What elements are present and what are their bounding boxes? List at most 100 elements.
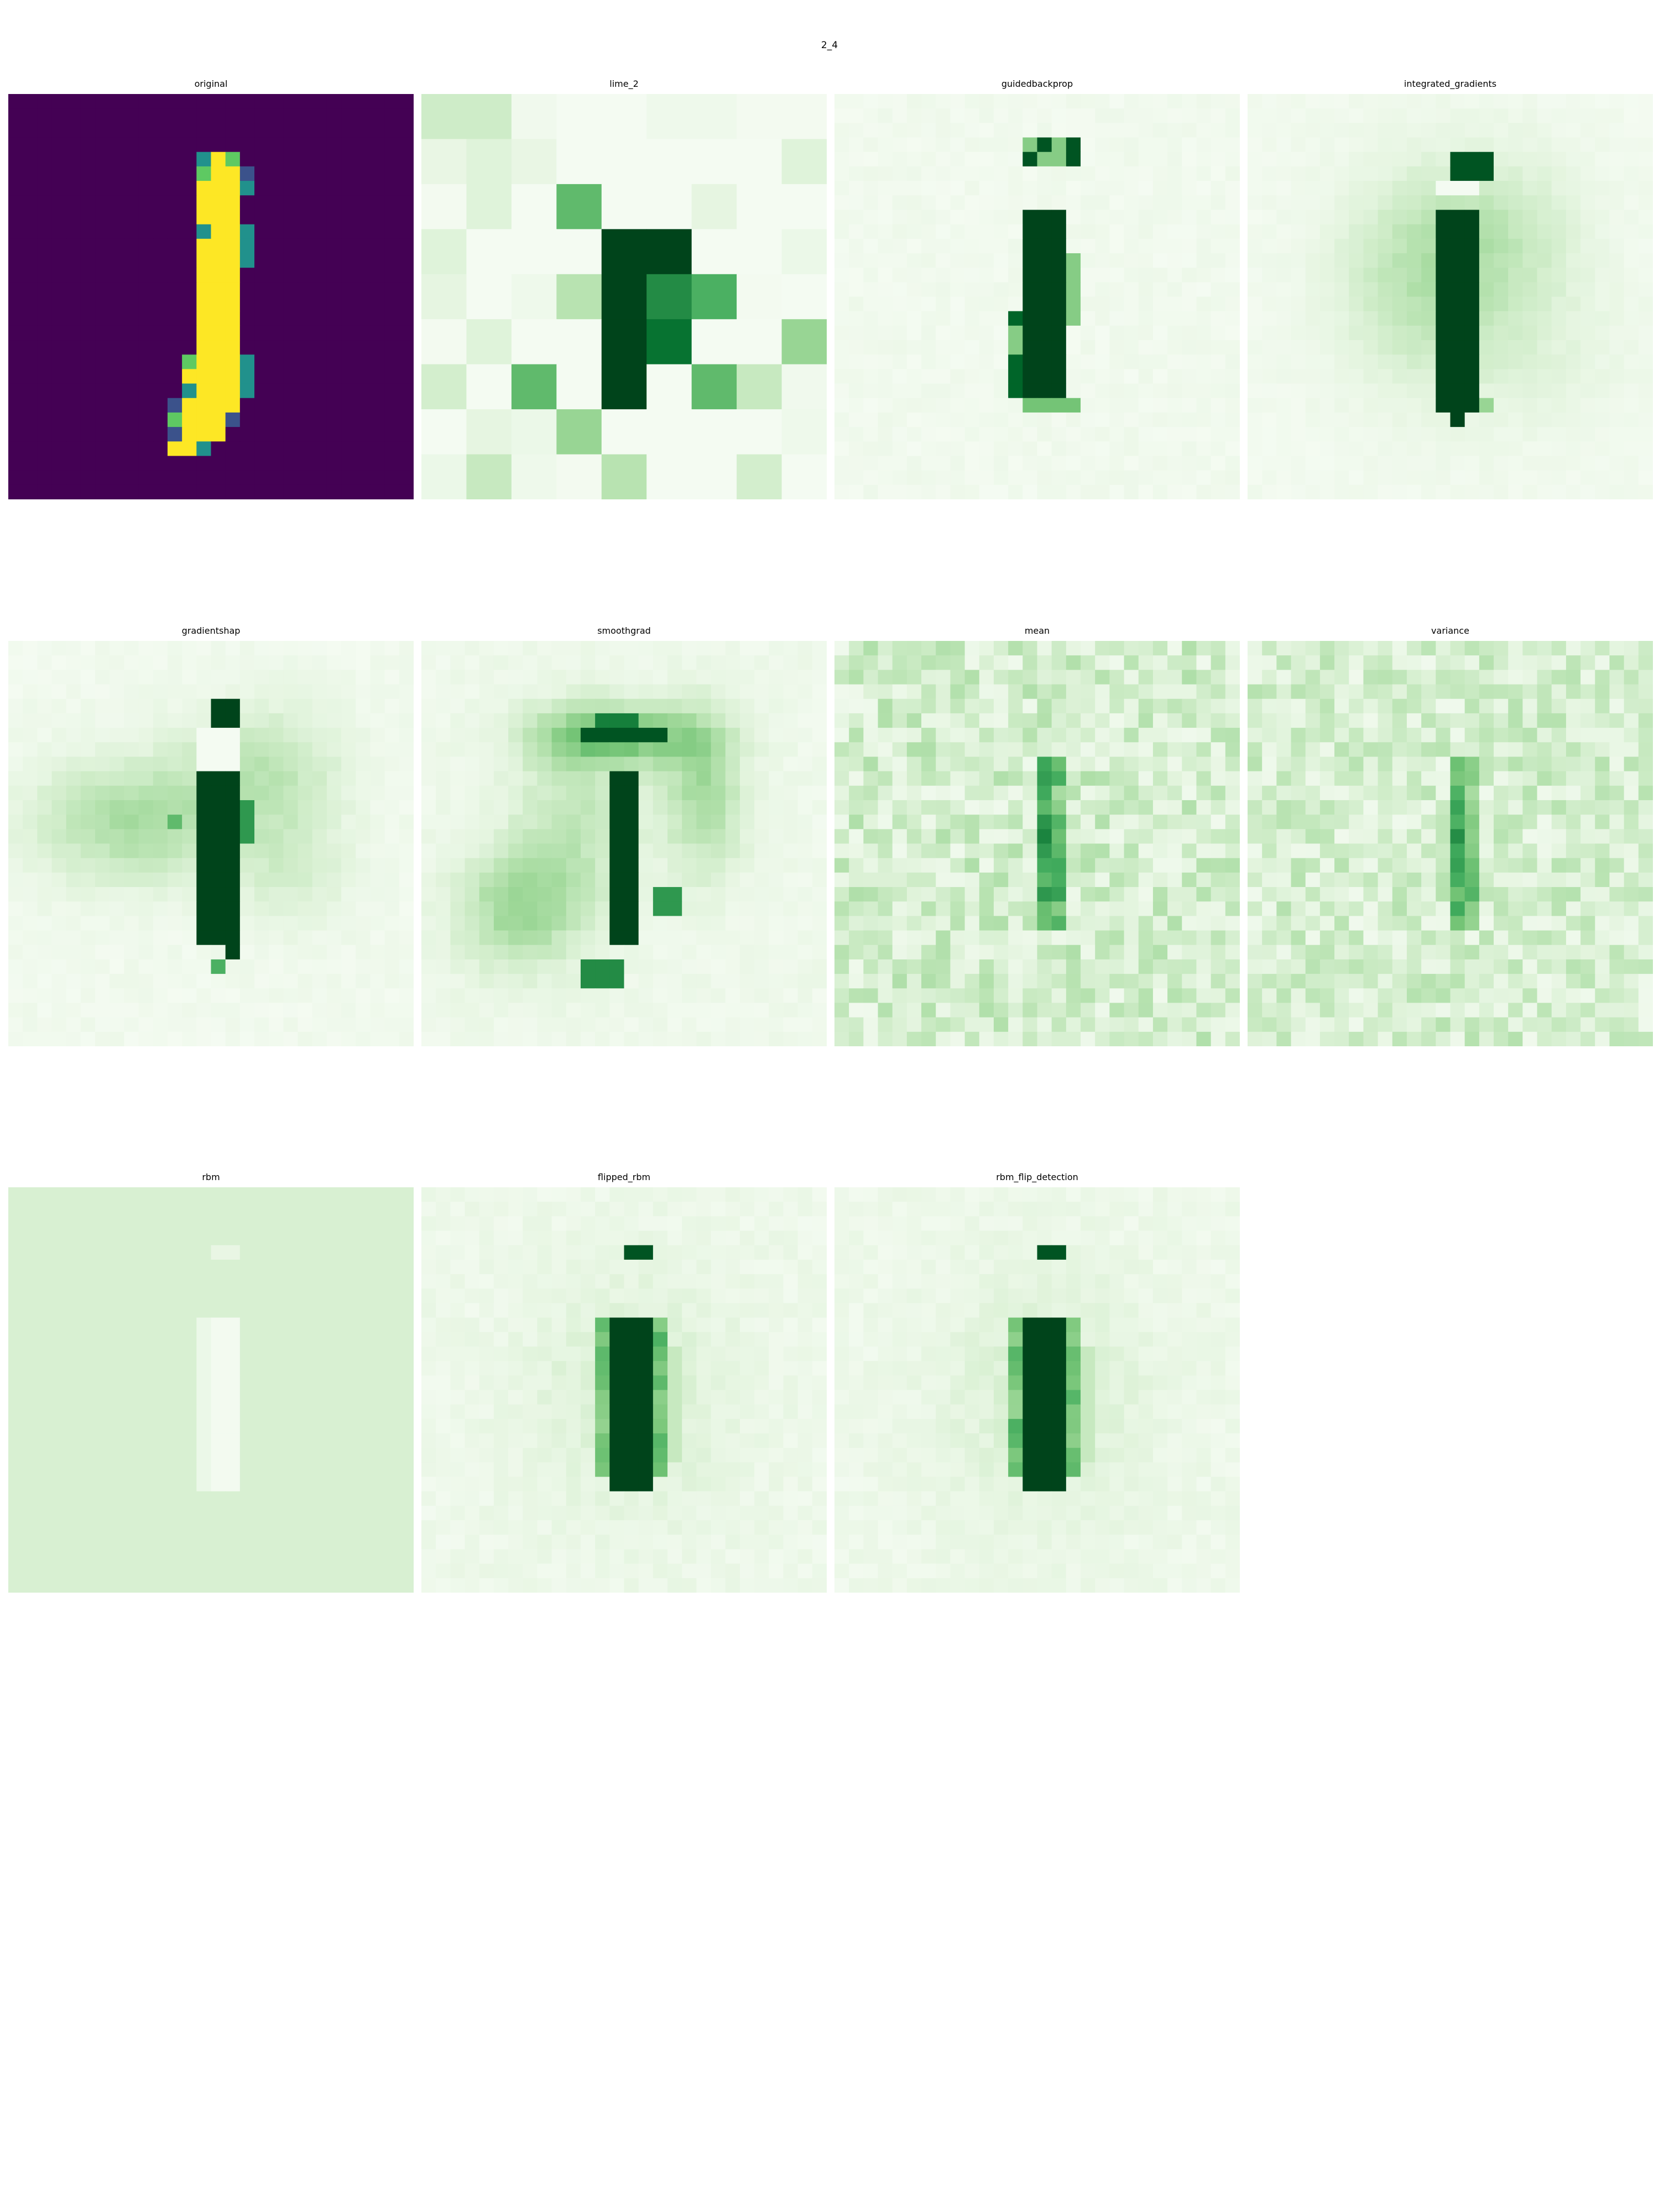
- attribution-cell: [950, 282, 966, 298]
- attribution-cell: [682, 1017, 697, 1032]
- attribution-cell: [906, 988, 922, 1004]
- attribution-cell: [95, 713, 110, 728]
- attribution-cell: [1124, 311, 1139, 326]
- pixel-cell: [326, 340, 342, 355]
- pixel-cell: [269, 166, 284, 181]
- attribution-cell: [326, 945, 342, 960]
- attribution-cell: [1624, 484, 1639, 499]
- attribution-cell: [1349, 441, 1364, 457]
- attribution-cell: [196, 785, 212, 801]
- attribution-cell: [450, 698, 466, 714]
- attribution-cell: [1037, 441, 1052, 457]
- attribution-cell: [1595, 641, 1610, 656]
- attribution-cell: [1211, 843, 1226, 859]
- attribution-cell: [384, 1031, 400, 1046]
- attribution-cell: [239, 843, 255, 859]
- attribution-cell: [1406, 325, 1422, 341]
- attribution-cell: [1066, 427, 1081, 442]
- attribution-cell: [465, 872, 480, 888]
- pixel-cell: [384, 441, 400, 457]
- pixel-cell: [23, 340, 38, 355]
- attribution-cell: [834, 670, 849, 685]
- attribution-cell: [1167, 742, 1182, 758]
- attribution-cell: [892, 901, 907, 916]
- attribution-cell: [1406, 296, 1422, 312]
- attribution-cell: [936, 253, 951, 268]
- attribution-cell: [624, 684, 639, 700]
- attribution-cell: [696, 684, 712, 700]
- attribution-cell: [739, 916, 755, 931]
- pixel-cell: [370, 195, 385, 211]
- attribution-cell: [1248, 684, 1262, 700]
- attribution-cell: [1182, 484, 1197, 499]
- attribution-cell: [950, 930, 966, 946]
- attribution-cell: [1349, 238, 1364, 254]
- attribution-cell: [566, 655, 581, 670]
- attribution-cell: [239, 829, 255, 844]
- attribution-cell: [1081, 181, 1095, 196]
- attribution-cell: [653, 1003, 668, 1018]
- attribution-cell: [595, 785, 610, 801]
- attribution-cell: [283, 988, 299, 1004]
- attribution-cell: [450, 771, 466, 786]
- attribution-cell: [1378, 655, 1393, 670]
- attribution-cell: [1319, 470, 1335, 486]
- attribution-cell: [1066, 800, 1081, 815]
- attribution-cell: [878, 684, 893, 700]
- attribution-cell: [566, 757, 581, 772]
- attribution-cell: [1051, 181, 1067, 196]
- attribution-cell: [1124, 268, 1139, 283]
- attribution-cell: [892, 684, 907, 700]
- attribution-cell: [1008, 123, 1023, 138]
- attribution-cell: [1109, 268, 1125, 283]
- attribution-cell: [51, 1017, 67, 1032]
- attribution-cell: [849, 340, 864, 355]
- attribution-cell: [551, 930, 567, 946]
- pixel-cell: [37, 253, 53, 268]
- attribution-cell: [37, 713, 53, 728]
- pixel-cell: [167, 224, 182, 239]
- attribution-cell: [653, 872, 668, 888]
- attribution-cell: [124, 872, 139, 888]
- attribution-cell: [1537, 369, 1552, 384]
- attribution-cell: [196, 728, 212, 743]
- attribution-cell: [1363, 137, 1379, 153]
- pixel-cell: [153, 311, 168, 326]
- attribution-cell: [1595, 282, 1610, 298]
- attribution-cell: [508, 858, 523, 873]
- attribution-cell: [1436, 684, 1451, 700]
- pixel-cell: [80, 152, 96, 167]
- attribution-cell: [1609, 655, 1625, 670]
- pixel-cell: [298, 137, 313, 153]
- pixel-cell: [326, 224, 342, 239]
- pixel-cell: [326, 195, 342, 211]
- attribution-cell: [1537, 325, 1552, 341]
- attribution-cell: [1051, 829, 1067, 844]
- pixel-cell: [356, 427, 371, 442]
- attribution-cell: [1319, 325, 1335, 341]
- pixel-cell: [384, 282, 400, 298]
- attribution-cell: [1276, 137, 1292, 153]
- pixel-cell: [95, 166, 110, 181]
- attribution-cell: [667, 887, 682, 902]
- attribution-cell: [711, 1031, 726, 1046]
- pixel-cell: [384, 108, 400, 123]
- attribution-cell: [667, 815, 682, 830]
- attribution-cell: [1334, 398, 1349, 413]
- attribution-cell: [1291, 123, 1306, 138]
- pixel-cell: [269, 456, 284, 471]
- attribution-cell: [849, 800, 864, 815]
- attribution-cell: [211, 945, 226, 960]
- attribution-cell: [878, 470, 893, 486]
- attribution-cell: [523, 815, 538, 830]
- pixel-cell: [298, 398, 313, 413]
- attribution-cell: [1008, 843, 1023, 859]
- pixel-cell: [312, 282, 327, 298]
- attribution-cell: [153, 1031, 168, 1046]
- attribution-cell: [1196, 383, 1212, 399]
- attribution-cell: [1494, 354, 1509, 369]
- attribution-cell: [1494, 713, 1509, 728]
- attribution-cell: [1152, 901, 1168, 916]
- pixel-cell: [138, 238, 154, 254]
- attribution-cell: [1522, 441, 1538, 457]
